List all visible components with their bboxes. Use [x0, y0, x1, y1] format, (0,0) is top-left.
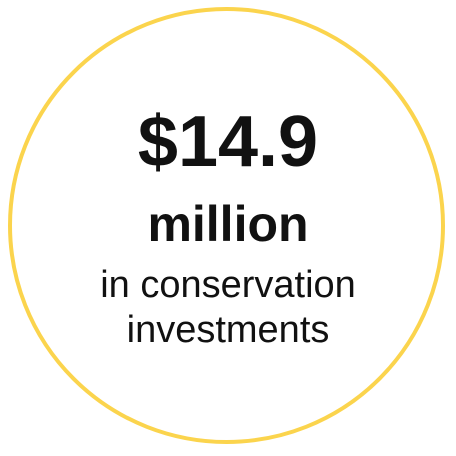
stat-unit: million — [147, 196, 309, 252]
stat-amount: $14.9 — [137, 102, 319, 182]
stat-description-line-1: in conservation — [100, 264, 356, 306]
stat-ring — [8, 7, 445, 444]
stat-description-line-2: investments — [126, 309, 330, 351]
